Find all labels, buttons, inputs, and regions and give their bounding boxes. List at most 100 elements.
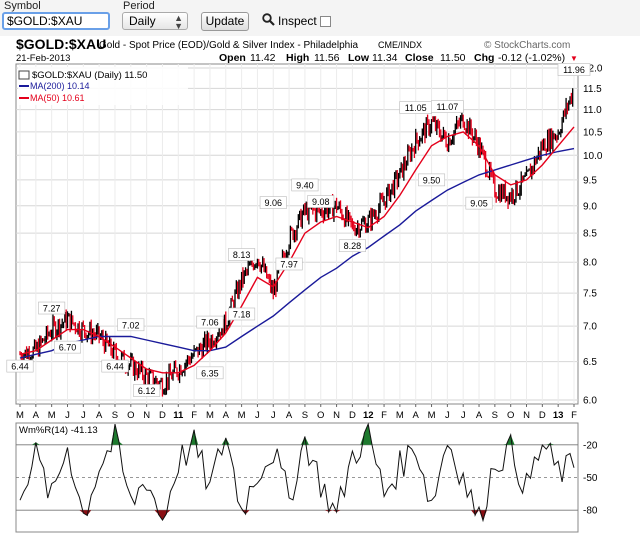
ohlc-bar: Open 11.42 High 11.56 Low 11.34 Close 11… bbox=[219, 52, 578, 64]
annotation-box bbox=[228, 248, 256, 261]
time-tick-label: F bbox=[571, 410, 577, 421]
willr-line bbox=[19, 422, 575, 523]
price-tick-label: 8.0 bbox=[583, 258, 597, 269]
time-tick-label: S bbox=[492, 410, 498, 421]
time-tick-label: A bbox=[33, 410, 40, 421]
low-value: 11.34 bbox=[372, 52, 398, 64]
low-label: Low bbox=[348, 52, 370, 64]
time-tick-label: A bbox=[223, 410, 230, 421]
price-tick-label: 8.5 bbox=[583, 229, 597, 240]
close-value: 11.50 bbox=[440, 52, 466, 64]
price-annotation: 7.02 bbox=[122, 320, 140, 330]
annotation-box bbox=[6, 359, 34, 373]
legend-ma200: MA(200) 10.14 bbox=[30, 81, 90, 91]
price-annotation: 9.08 bbox=[312, 197, 330, 207]
time-tick-label: J bbox=[65, 410, 70, 421]
annotation-box bbox=[228, 307, 256, 321]
time-tick-label: J bbox=[271, 410, 276, 421]
price-annotation: 8.28 bbox=[344, 241, 362, 251]
symbol-label: Symbol bbox=[4, 0, 41, 12]
annotation-box bbox=[338, 239, 366, 253]
time-tick-label: M bbox=[206, 410, 214, 421]
time-tick-label: D bbox=[159, 410, 166, 421]
annotation-box bbox=[117, 318, 145, 332]
annotation-box bbox=[418, 173, 446, 187]
price-annotations: 6.44 7.27 6.70 6.44 7.02 6.12 6.35 7.06 7.18 8.13… bbox=[6, 63, 591, 397]
time-tick-label: A bbox=[96, 410, 103, 421]
period-value: Daily bbox=[129, 14, 156, 28]
magnifier-icon bbox=[262, 13, 275, 29]
time-tick-label: 13 bbox=[553, 410, 564, 421]
price-tick-label: 9.5 bbox=[583, 175, 597, 186]
time-tick-label: A bbox=[286, 410, 293, 421]
price-tick-label: 6.5 bbox=[583, 357, 597, 368]
price-tick-label: 9.0 bbox=[583, 201, 597, 212]
price-annotation: 7.27 bbox=[43, 304, 61, 314]
time-tick-label: M bbox=[396, 410, 404, 421]
time-tick-label: M bbox=[48, 410, 56, 421]
stockcharts-logo: © StockCharts.com bbox=[484, 40, 570, 51]
time-tick-label: S bbox=[302, 410, 308, 421]
time-tick-label: J bbox=[461, 410, 466, 421]
symbol-input[interactable] bbox=[2, 12, 110, 30]
legend-ma50: MA(50) 10.61 bbox=[30, 93, 85, 103]
price-tick-label: 7.5 bbox=[583, 289, 597, 300]
price-tick-label: 11.0 bbox=[583, 105, 602, 116]
price-tick-label: 7.0 bbox=[583, 322, 597, 333]
chg-value: -0.12 (-1.02%) bbox=[498, 52, 565, 64]
open-value: 11.42 bbox=[250, 52, 276, 64]
price-annotation: 7.06 bbox=[201, 318, 219, 328]
price-annotation: 9.05 bbox=[470, 199, 488, 209]
price-axis: 6.0 6.5 7.0 7.5 8.0 8.5 9.0 9.5 10.0 10.5 11.0 11.5… bbox=[583, 63, 603, 406]
price-annotation: 7.97 bbox=[280, 259, 298, 269]
time-tick-label: O bbox=[507, 410, 514, 421]
legend-price-swatch bbox=[18, 70, 30, 80]
annotation-box bbox=[465, 196, 493, 210]
annotation-box bbox=[259, 196, 287, 209]
time-tick-label: M bbox=[16, 410, 24, 421]
time-tick-label: J bbox=[81, 410, 86, 421]
willr-title: Wm%R(14) -41.13 bbox=[19, 425, 98, 436]
inspect-toggle[interactable]: Inspect bbox=[262, 13, 331, 29]
price-tick-label: 10.0 bbox=[583, 151, 603, 162]
legend-box bbox=[18, 67, 188, 105]
inspect-label: Inspect bbox=[278, 14, 317, 28]
price-annotation: 6.44 bbox=[106, 362, 124, 372]
willr-axis: -20 -50 -80 bbox=[583, 440, 598, 516]
time-tick-label: N bbox=[523, 410, 530, 421]
time-tick-label: A bbox=[413, 410, 420, 421]
ma200-line bbox=[19, 147, 575, 359]
time-tick-label: D bbox=[539, 410, 546, 421]
time-tick-label: N bbox=[143, 410, 150, 421]
price-tick-label: 6.0 bbox=[583, 395, 597, 406]
price-tick-label: 10.5 bbox=[583, 127, 603, 138]
willr-tick-label: -80 bbox=[583, 506, 598, 517]
time-tick-label: D bbox=[349, 410, 356, 421]
time-tick-label: A bbox=[476, 410, 483, 421]
period-select[interactable]: Daily ▲ ▼ bbox=[122, 12, 188, 31]
annotation-box bbox=[275, 257, 303, 271]
annotation-box bbox=[196, 366, 224, 380]
stock-chart: $GOLD:$XAU Gold - Spot Price (EOD)/Gold … bbox=[6, 36, 603, 533]
price-annotation: 9.50 bbox=[423, 175, 441, 185]
willr-tick-label: -50 bbox=[583, 473, 598, 484]
time-tick-label: N bbox=[333, 410, 340, 421]
annotation-box bbox=[133, 384, 161, 397]
time-tick-label: J bbox=[445, 410, 450, 421]
price-annotation: 6.35 bbox=[201, 368, 219, 378]
price-annotation: 11.07 bbox=[436, 102, 458, 112]
chart-description: Gold - Spot Price (EOD)/Gold & Silver In… bbox=[99, 40, 358, 51]
time-tick-label: S bbox=[112, 410, 118, 421]
annotation-box bbox=[291, 178, 319, 192]
time-tick-label: F bbox=[381, 410, 387, 421]
annotation-box bbox=[431, 100, 464, 113]
select-arrows-icon: ▲ ▼ bbox=[174, 13, 183, 31]
high-value: 11.56 bbox=[314, 52, 340, 64]
down-arrow-icon: ▼ bbox=[570, 54, 578, 63]
inspect-checkbox[interactable] bbox=[319, 15, 331, 27]
close-label: Close bbox=[405, 52, 434, 64]
chart-symbol: $GOLD:$XAU bbox=[16, 36, 106, 52]
time-tick-label: M bbox=[428, 410, 436, 421]
update-button[interactable]: Update bbox=[201, 12, 249, 31]
price-annotation: 6.12 bbox=[138, 386, 156, 396]
